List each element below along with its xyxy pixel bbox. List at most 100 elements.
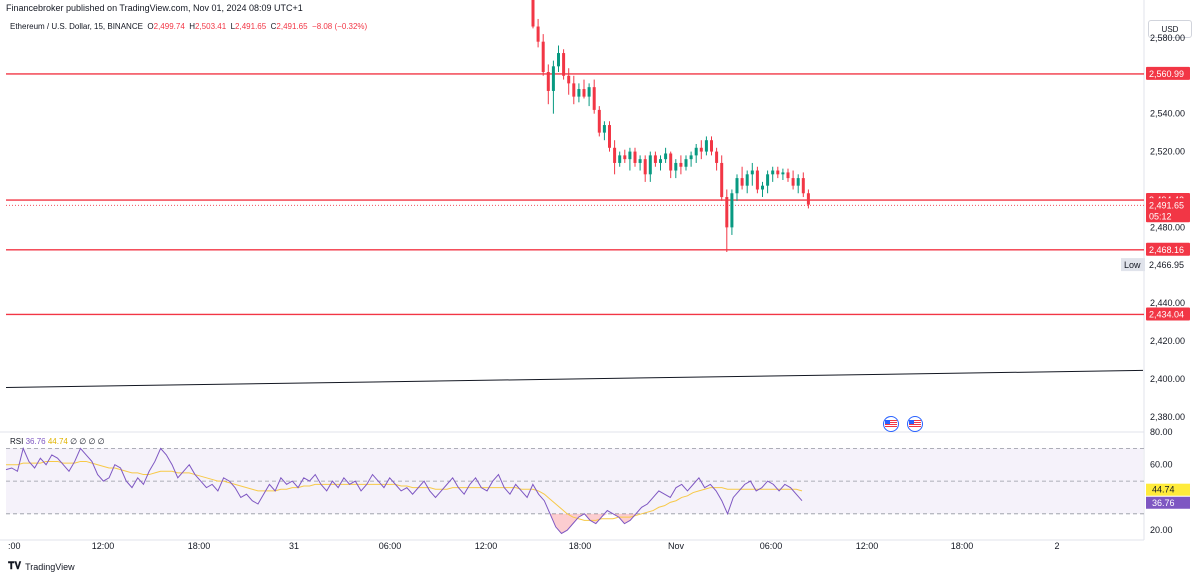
candle-body <box>720 162 724 198</box>
open-value: 2,499.74 <box>153 22 185 31</box>
candle-body <box>761 185 764 190</box>
symbol-legend[interactable]: Ethereum / U.S. Dollar, 15, BINANCE O2,4… <box>10 22 367 31</box>
price-tick-label: 2,540.00 <box>1150 109 1185 119</box>
current-price-badge <box>1146 198 1190 223</box>
candle-body <box>679 162 683 167</box>
candle-body <box>643 159 647 175</box>
level-price-label: 2,434.04 <box>1149 309 1184 319</box>
candle-body <box>577 89 581 97</box>
rsi-legend-extra: ∅ ∅ ∅ ∅ <box>70 437 105 446</box>
candle-body <box>771 170 775 175</box>
candle-body <box>536 26 540 42</box>
candle-body <box>608 125 611 148</box>
candle-body <box>592 87 596 110</box>
change-value: −8.08 (−0.32%) <box>312 22 368 31</box>
rsi-oversold-fill <box>550 513 636 534</box>
candle-body <box>531 0 535 27</box>
price-tick-label: 2,400.00 <box>1150 374 1185 384</box>
level-price-badge <box>1146 66 1190 80</box>
price-tick-label: 2,440.00 <box>1150 298 1185 308</box>
candle-body <box>633 151 637 163</box>
time-tick-label: 31 <box>289 541 299 551</box>
rsi-ma-badge <box>1146 483 1190 496</box>
candle-body <box>725 197 729 228</box>
candle-body <box>776 170 780 175</box>
price-tick-label: 2,380.00 <box>1150 412 1185 422</box>
candle-body <box>715 151 719 163</box>
candle-body <box>648 155 652 175</box>
low-badge-bg <box>1146 258 1190 272</box>
candle-body <box>597 109 601 133</box>
low-value: 2,491.65 <box>235 22 267 31</box>
candle-body <box>730 193 734 228</box>
price-tick-label: 2,520.00 <box>1150 147 1185 157</box>
low-label: L <box>230 22 236 31</box>
time-tick-label: 18:00 <box>951 541 974 551</box>
rsi-legend-value: 36.76 <box>25 437 46 446</box>
candle-body <box>664 153 668 160</box>
candle-body <box>766 174 770 186</box>
rsi-label: RSI <box>10 437 24 446</box>
candle-body <box>638 159 642 163</box>
candle-body <box>801 178 805 194</box>
candle-body <box>791 178 795 186</box>
candle-body <box>699 147 703 152</box>
trendline <box>5 369 1144 388</box>
time-tick-label: 06:00 <box>760 541 783 551</box>
currency-selector[interactable]: USD <box>1148 20 1192 38</box>
symbol-name[interactable]: Ethereum / U.S. Dollar, 15, BINANCE <box>10 22 143 31</box>
time-tick-label: 12:00 <box>475 541 498 551</box>
rsi-value-badge-label: 36.76 <box>1152 498 1175 508</box>
time-tick-label: 18:00 <box>188 541 211 551</box>
candle-body <box>674 162 678 171</box>
candle-body <box>587 87 591 97</box>
level-price-badge <box>1146 242 1190 256</box>
footer-brand[interactable]: 𝐓𝐕 TradingView <box>8 561 75 572</box>
high-label: H <box>189 22 195 31</box>
open-label: O <box>147 22 154 31</box>
candle-body <box>740 178 744 186</box>
candle-body <box>694 147 698 156</box>
candle-body <box>755 170 759 190</box>
candle-body <box>669 153 673 171</box>
candle-body <box>750 170 754 175</box>
candle-body <box>710 140 713 152</box>
us-flag-icon[interactable] <box>883 416 899 432</box>
time-tick-label: 12:00 <box>856 541 879 551</box>
candle-body <box>659 159 662 163</box>
candle-body <box>602 125 606 133</box>
us-flag-icon[interactable] <box>907 416 923 432</box>
candle-body <box>582 89 586 97</box>
candle-body <box>653 155 657 163</box>
candle-body <box>806 193 810 205</box>
candle-body <box>551 66 555 91</box>
current-price-label: 2,491.65 <box>1149 200 1184 210</box>
candle-body <box>546 72 550 91</box>
footer-brand-label: TradingView <box>25 561 75 572</box>
price-tick-label: 2,480.00 <box>1150 222 1185 232</box>
candle-body <box>735 178 739 194</box>
candle-body <box>786 172 790 179</box>
time-tick-label: 12:00 <box>92 541 115 551</box>
rsi-tick-label: 20.00 <box>1150 525 1173 535</box>
rsi-value-badge <box>1146 496 1190 509</box>
publisher-caption: Financebroker published on TradingView.c… <box>6 3 303 13</box>
candle-body <box>572 83 576 97</box>
countdown-label: 05:12 <box>1149 211 1172 221</box>
price-tick-label: 2,580.00 <box>1150 33 1185 43</box>
candle-body <box>796 178 800 186</box>
candle-body <box>557 53 560 67</box>
candle-body <box>618 155 622 163</box>
level-price-badge <box>1146 307 1190 321</box>
rsi-legend[interactable]: RSI 36.76 44.74 ∅ ∅ ∅ ∅ <box>10 437 105 446</box>
rsi-legend-ma-value: 44.74 <box>47 437 68 446</box>
close-label: C <box>270 22 277 31</box>
high-value: 2,503.41 <box>195 22 227 31</box>
level-price-label: 2,468.16 <box>1149 245 1184 255</box>
candle-body <box>689 155 693 160</box>
rsi-line <box>5 446 803 535</box>
candle-body <box>562 53 566 76</box>
candle-body <box>684 159 688 167</box>
tradingview-logo-icon: 𝐓𝐕 <box>8 561 22 572</box>
